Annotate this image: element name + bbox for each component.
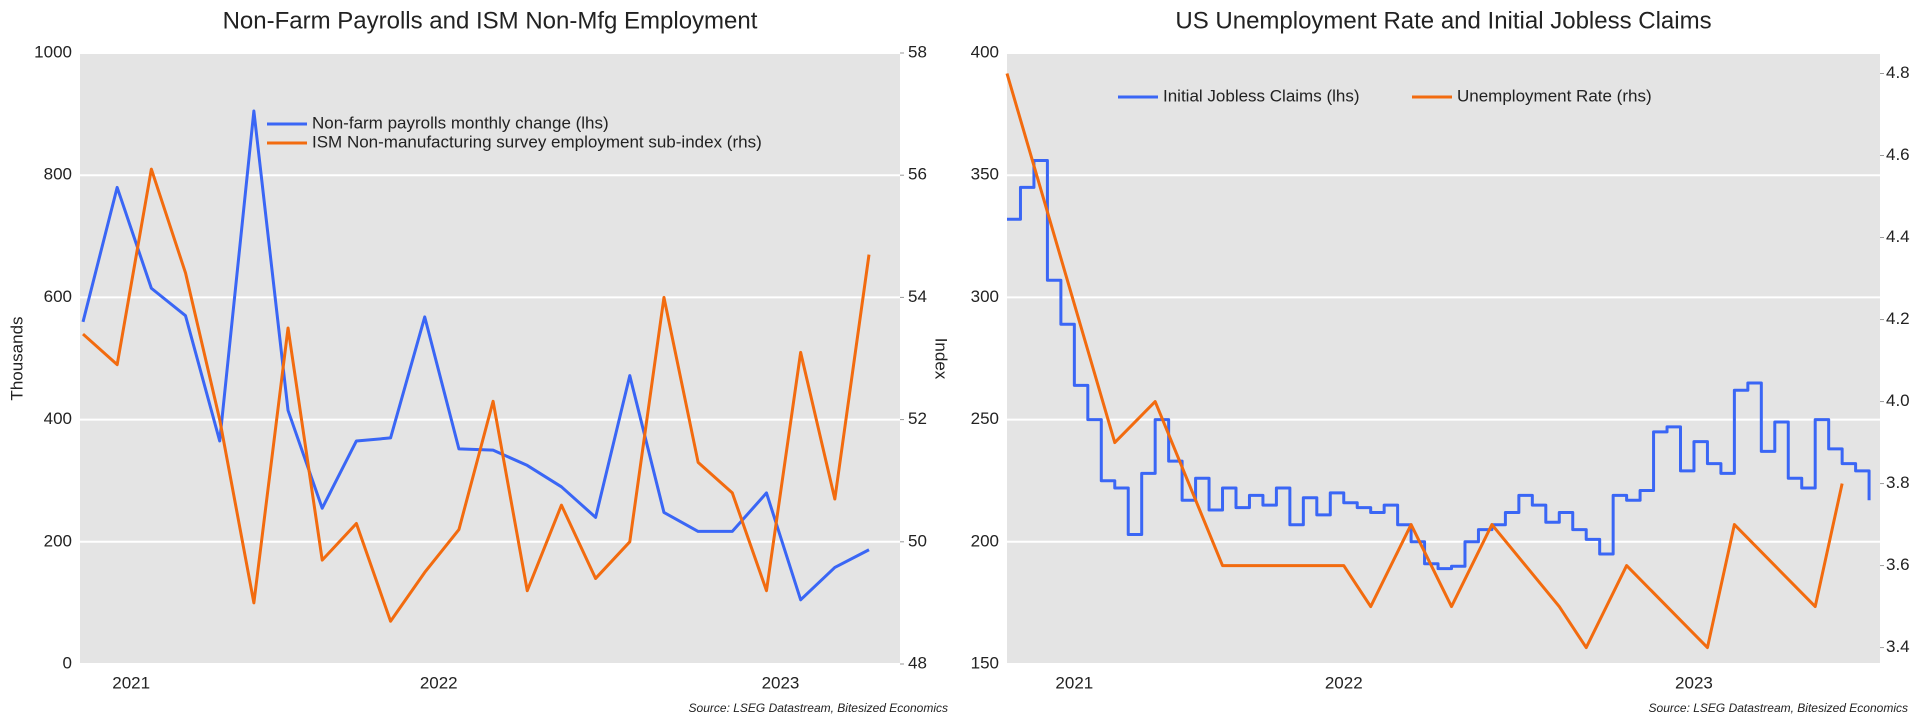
y-tick-label: 250: [971, 409, 999, 428]
x-tick-label: 2022: [1325, 673, 1363, 692]
y-tick-label: 200: [44, 531, 72, 550]
y2-tick-label: 4.0: [1886, 391, 1910, 410]
y2-tick-label: 52: [908, 409, 927, 428]
y2-tick-label: 54: [908, 287, 927, 306]
x-tick-label: 2021: [112, 673, 150, 692]
y-tick-label: 300: [971, 287, 999, 306]
y2-tick-label: 3.4: [1886, 637, 1910, 656]
series-line: [1005, 73, 1844, 650]
y-tick-label: 1000: [34, 42, 72, 61]
chart-title: Non-Farm Payrolls and ISM Non-Mfg Employ…: [223, 7, 758, 34]
y2-tick-label: 48: [908, 653, 927, 672]
legend-label: Unemployment Rate (rhs): [1457, 86, 1652, 105]
y2-tick-label: 3.6: [1886, 555, 1910, 574]
y2-tick-label: 50: [908, 531, 927, 550]
y-tick-label: 400: [971, 42, 999, 61]
series-line: [81, 109, 870, 602]
y2-axis-title: Index: [932, 338, 951, 380]
y-axis-title: Thousands: [7, 316, 26, 400]
x-tick-label: 2023: [762, 673, 800, 692]
legend-label: ISM Non-manufacturing survey employment …: [312, 132, 762, 151]
y-tick-label: 400: [44, 409, 72, 428]
y2-tick-label: 3.8: [1886, 473, 1910, 492]
y2-tick-label: 58: [908, 42, 927, 61]
source-note: Source: LSEG Datastream, Bitesized Econo…: [1649, 701, 1908, 715]
legend-label: Initial Jobless Claims (lhs): [1163, 86, 1360, 105]
y-tick-label: 800: [44, 165, 72, 184]
y-tick-label: 150: [971, 653, 999, 672]
plot-area: [1007, 53, 1880, 664]
y2-tick-label: 4.2: [1886, 309, 1910, 328]
legend-label: Non-farm payrolls monthly change (lhs): [312, 113, 609, 132]
x-tick-label: 2021: [1055, 673, 1093, 692]
y2-tick-label: 4.4: [1886, 227, 1910, 246]
y2-tick-label: 4.6: [1886, 145, 1910, 164]
chart-title: US Unemployment Rate and Initial Jobless…: [1175, 7, 1711, 34]
y-tick-label: 0: [63, 653, 72, 672]
source-note: Source: LSEG Datastream, Bitesized Econo…: [689, 701, 948, 715]
x-tick-label: 2023: [1675, 673, 1713, 692]
y-tick-label: 200: [971, 531, 999, 550]
plot-area: [80, 53, 900, 664]
y2-tick-label: 56: [908, 165, 927, 184]
series-line: [1007, 159, 1871, 571]
series-line: [82, 167, 871, 623]
x-tick-label: 2022: [420, 673, 458, 692]
y-tick-label: 350: [971, 165, 999, 184]
y-tick-label: 600: [44, 287, 72, 306]
y2-tick-label: 4.8: [1886, 63, 1910, 82]
